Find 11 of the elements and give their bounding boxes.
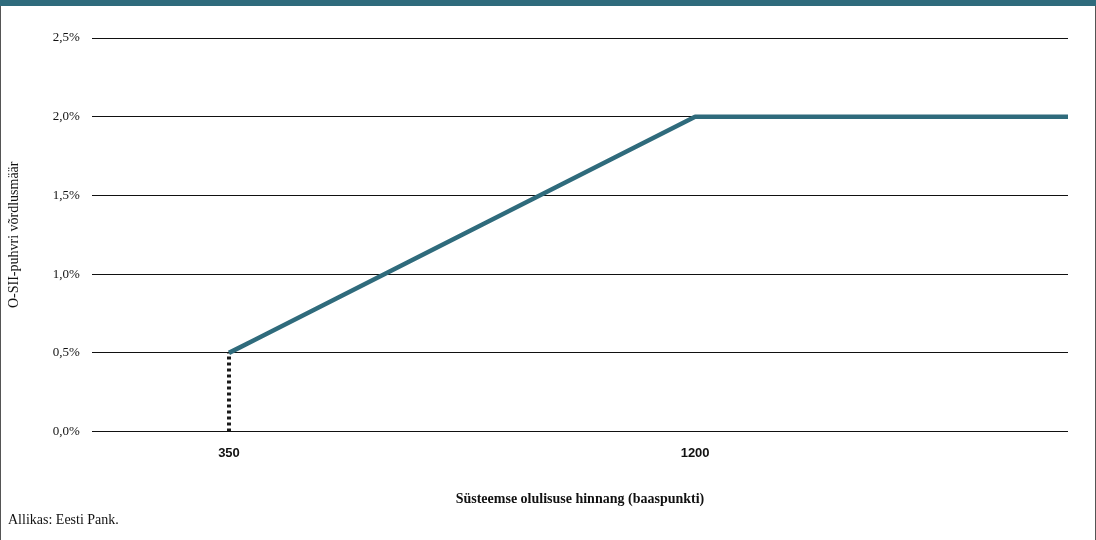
text: Allikas: Eesti Pank. bbox=[8, 512, 119, 528]
y-tick-label: 2,5% bbox=[52, 29, 81, 45]
y-tick-label: 1,5% bbox=[52, 186, 81, 202]
y-tick-label: 1,0% bbox=[52, 265, 81, 281]
x-axis-title: Süsteemse olulisuse hinnang (baaspunkti) bbox=[455, 491, 705, 508]
x-tick-label: 1200 bbox=[680, 444, 710, 460]
x-tick-label: 350 bbox=[218, 444, 240, 460]
y-tick-label: 0,5% bbox=[52, 344, 81, 360]
y-axis-title: O-SII-puhvri võrdlusmäär bbox=[6, 161, 22, 309]
y-tick-label: 2,0% bbox=[52, 108, 81, 124]
y-tick-label: 0,0% bbox=[52, 423, 81, 439]
